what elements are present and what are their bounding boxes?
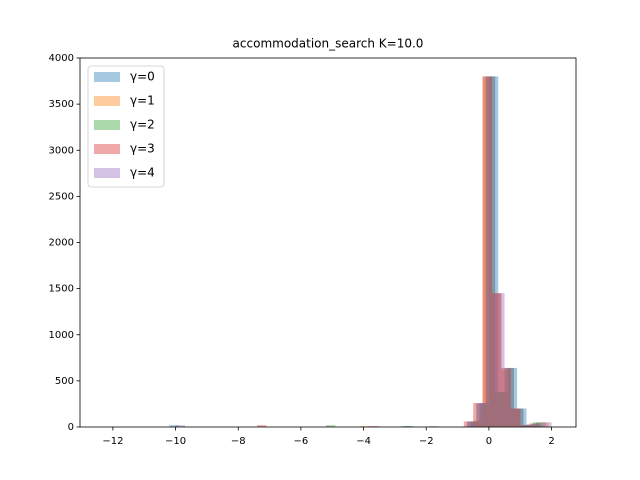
histogram-bar (476, 403, 486, 427)
x-tick-label: 0 (486, 436, 492, 447)
y-tick-label: 4000 (49, 53, 74, 64)
legend-label: γ=3 (130, 142, 155, 156)
y-tick-label: 1000 (49, 330, 74, 341)
histogram-bar (325, 425, 336, 427)
histogram-bar (498, 391, 508, 427)
histogram-bar (510, 408, 521, 427)
histogram-bar (539, 422, 549, 427)
histogram-bar (523, 425, 533, 427)
histogram-bar (482, 76, 493, 427)
histogram-bar (542, 422, 552, 427)
histogram-bar (520, 425, 530, 427)
histogram-bar (495, 293, 505, 427)
histogram-bar (532, 424, 543, 427)
histogram-bar (526, 424, 536, 427)
legend-label: γ=0 (130, 70, 155, 84)
y-tick-label: 3500 (49, 99, 74, 110)
x-tick-label: −6 (294, 436, 309, 447)
histogram-bar (492, 293, 502, 427)
histogram-bar (504, 367, 514, 427)
histogram-bar (473, 403, 483, 427)
histogram-bar (257, 425, 267, 427)
histogram-bar (429, 426, 439, 427)
histogram-bar (485, 76, 496, 427)
histogram-bar (169, 425, 179, 427)
histogram-bar (485, 76, 496, 427)
x-tick-label: −4 (356, 436, 371, 447)
legend-swatch (94, 144, 120, 154)
legend-swatch (94, 72, 120, 82)
x-tick-label: 2 (548, 436, 554, 447)
histogram-bar (529, 423, 540, 427)
histogram-bar (463, 421, 474, 427)
histogram-bar (482, 76, 493, 427)
histogram-bar (504, 367, 514, 427)
x-tick-label: −10 (165, 436, 186, 447)
y-tick-label: 1500 (49, 284, 74, 295)
histogram-bar (510, 408, 521, 427)
legend-label: γ=2 (130, 118, 155, 132)
histogram-bar (532, 422, 543, 427)
legend-label: γ=4 (130, 166, 155, 180)
histogram-bar (529, 426, 540, 427)
histogram-bar (401, 426, 411, 427)
histogram-bar (360, 426, 370, 427)
histogram-bar (513, 408, 524, 427)
histogram-bar (523, 425, 533, 427)
histogram-bar (492, 293, 502, 427)
histogram-bar (495, 391, 505, 427)
y-tick-label: 2000 (49, 238, 74, 249)
histogram-bar (175, 425, 185, 427)
bars (169, 76, 552, 427)
histogram-bar (479, 403, 489, 427)
x-tick-label: −12 (102, 436, 123, 447)
legend-box (87, 65, 165, 188)
histogram-bar (507, 367, 518, 427)
y-tick-label: 0 (68, 422, 74, 433)
histogram-bar (501, 367, 511, 427)
histogram-bar (473, 420, 483, 427)
axes: −12 −10 −8 −6 −4 −2 0 2 0 500 1000 1500 2000 2500 3000… (49, 53, 577, 447)
y-tick-label: 3000 (49, 145, 74, 156)
x-tick-label: −8 (231, 436, 246, 447)
histogram-bar (369, 426, 380, 427)
histogram-bar (520, 425, 530, 427)
histogram-bar (476, 403, 486, 427)
legend-swatch (94, 168, 120, 178)
y-tick-label: 500 (55, 376, 74, 387)
chart-title: accommodation_search K=10.0 (233, 37, 424, 51)
histogram-bar (513, 408, 524, 427)
histogram-bar (466, 421, 477, 427)
legend-swatch (94, 120, 120, 130)
histogram-bar (488, 76, 499, 427)
y-tick-label: 2500 (49, 191, 74, 202)
legend-swatch (94, 96, 120, 106)
histogram-bar (535, 422, 546, 427)
histogram-bar (517, 408, 527, 427)
legend-label: γ=1 (130, 94, 155, 108)
histogram-bar (404, 426, 414, 427)
histogram-bar (470, 421, 480, 427)
histogram-bar (501, 369, 511, 427)
x-tick-label: −2 (419, 436, 434, 447)
histogram-bar (466, 421, 477, 427)
